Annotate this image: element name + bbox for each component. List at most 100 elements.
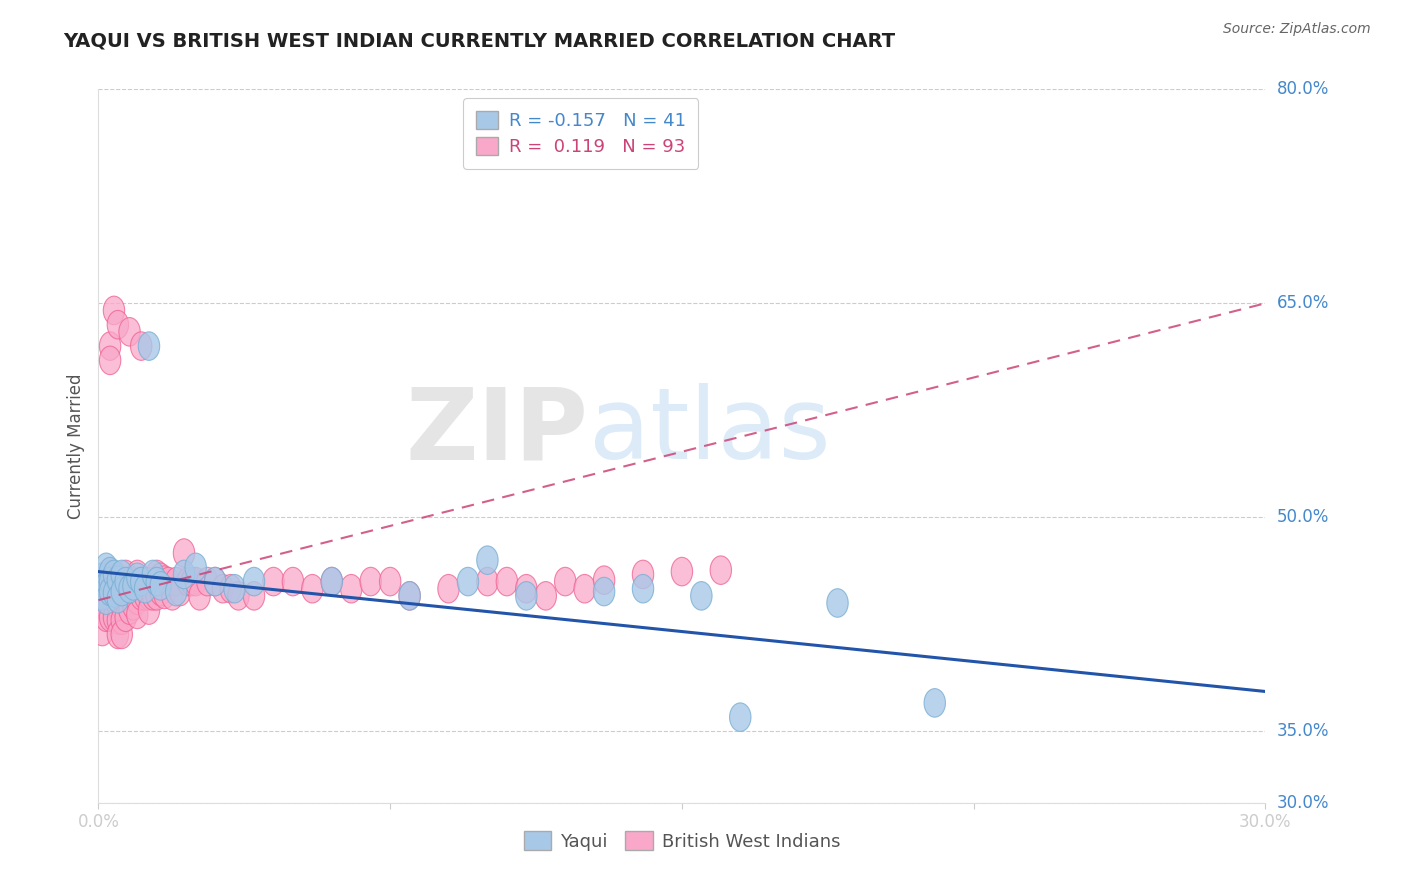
Ellipse shape — [100, 346, 121, 375]
Ellipse shape — [111, 567, 132, 596]
Text: ZIP: ZIP — [406, 384, 589, 480]
Ellipse shape — [593, 577, 614, 606]
Ellipse shape — [91, 563, 112, 591]
Ellipse shape — [243, 582, 264, 610]
Ellipse shape — [127, 600, 148, 629]
Ellipse shape — [321, 567, 343, 596]
Ellipse shape — [166, 567, 187, 596]
Ellipse shape — [150, 563, 172, 591]
Ellipse shape — [263, 567, 284, 596]
Ellipse shape — [100, 567, 121, 596]
Ellipse shape — [115, 560, 136, 589]
Ellipse shape — [91, 582, 112, 610]
Ellipse shape — [243, 567, 264, 596]
Ellipse shape — [100, 577, 121, 606]
Text: 80.0%: 80.0% — [1277, 80, 1329, 98]
Ellipse shape — [115, 567, 136, 596]
Ellipse shape — [96, 586, 117, 615]
Ellipse shape — [593, 566, 614, 594]
Ellipse shape — [177, 567, 198, 596]
Text: 30.0%: 30.0% — [1277, 794, 1329, 812]
Ellipse shape — [91, 574, 112, 603]
Ellipse shape — [710, 556, 731, 584]
Ellipse shape — [120, 596, 141, 624]
Ellipse shape — [173, 560, 194, 589]
Ellipse shape — [120, 582, 141, 610]
Text: YAQUI VS BRITISH WEST INDIAN CURRENTLY MARRIED CORRELATION CHART: YAQUI VS BRITISH WEST INDIAN CURRENTLY M… — [63, 31, 896, 50]
Ellipse shape — [197, 567, 218, 596]
Ellipse shape — [127, 574, 148, 603]
Ellipse shape — [135, 567, 156, 596]
Ellipse shape — [127, 563, 148, 591]
Ellipse shape — [96, 603, 117, 632]
Ellipse shape — [138, 582, 160, 610]
Ellipse shape — [153, 566, 176, 594]
Ellipse shape — [633, 560, 654, 589]
Ellipse shape — [321, 567, 343, 596]
Ellipse shape — [131, 567, 152, 596]
Ellipse shape — [730, 703, 751, 731]
Ellipse shape — [111, 606, 132, 634]
Ellipse shape — [146, 582, 167, 610]
Ellipse shape — [122, 567, 145, 596]
Ellipse shape — [186, 567, 207, 596]
Ellipse shape — [166, 577, 187, 606]
Ellipse shape — [96, 591, 117, 620]
Ellipse shape — [107, 620, 128, 648]
Ellipse shape — [103, 567, 125, 596]
Ellipse shape — [302, 574, 323, 603]
Ellipse shape — [146, 567, 167, 596]
Ellipse shape — [122, 577, 145, 606]
Ellipse shape — [173, 539, 194, 567]
Ellipse shape — [188, 582, 211, 610]
Ellipse shape — [131, 567, 152, 596]
Ellipse shape — [142, 560, 163, 589]
Text: atlas: atlas — [589, 384, 830, 480]
Ellipse shape — [399, 582, 420, 610]
Ellipse shape — [477, 546, 498, 574]
Ellipse shape — [340, 574, 361, 603]
Ellipse shape — [138, 332, 160, 360]
Ellipse shape — [146, 560, 167, 589]
Ellipse shape — [96, 577, 117, 606]
Ellipse shape — [100, 589, 121, 617]
Ellipse shape — [536, 582, 557, 610]
Y-axis label: Currently Married: Currently Married — [67, 373, 86, 519]
Ellipse shape — [142, 582, 163, 610]
Ellipse shape — [169, 577, 191, 606]
Ellipse shape — [107, 567, 128, 596]
Ellipse shape — [150, 572, 172, 600]
Ellipse shape — [633, 574, 654, 603]
Ellipse shape — [96, 567, 117, 596]
Ellipse shape — [496, 567, 517, 596]
Text: Source: ZipAtlas.com: Source: ZipAtlas.com — [1223, 22, 1371, 37]
Ellipse shape — [204, 567, 226, 596]
Ellipse shape — [122, 572, 145, 600]
Ellipse shape — [120, 574, 141, 603]
Ellipse shape — [457, 567, 478, 596]
Ellipse shape — [181, 567, 202, 596]
Ellipse shape — [96, 572, 117, 600]
Ellipse shape — [138, 567, 160, 596]
Ellipse shape — [111, 620, 132, 648]
Legend: Yaqui, British West Indians: Yaqui, British West Indians — [516, 824, 848, 858]
Ellipse shape — [107, 584, 128, 613]
Ellipse shape — [115, 589, 136, 617]
Ellipse shape — [91, 617, 112, 646]
Ellipse shape — [204, 567, 226, 596]
Ellipse shape — [103, 603, 125, 632]
Ellipse shape — [212, 574, 233, 603]
Ellipse shape — [131, 332, 152, 360]
Ellipse shape — [111, 577, 132, 606]
Ellipse shape — [138, 596, 160, 624]
Text: 50.0%: 50.0% — [1277, 508, 1329, 526]
Ellipse shape — [142, 567, 163, 596]
Ellipse shape — [360, 567, 381, 596]
Ellipse shape — [399, 582, 420, 610]
Ellipse shape — [107, 591, 128, 620]
Ellipse shape — [100, 574, 121, 603]
Ellipse shape — [100, 332, 121, 360]
Ellipse shape — [100, 603, 121, 632]
Ellipse shape — [690, 582, 711, 610]
Ellipse shape — [127, 586, 148, 615]
